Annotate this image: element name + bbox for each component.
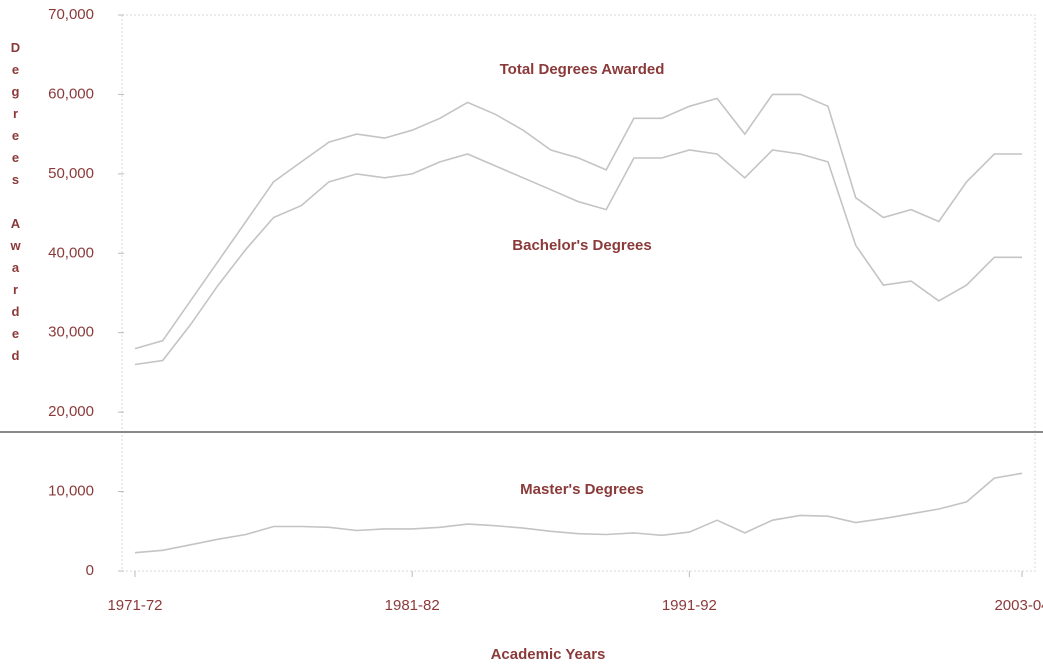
series-line (134, 93, 1022, 350)
x-axis-title: Academic Years (491, 646, 606, 663)
y-tick-label: 20,000 (48, 403, 94, 420)
series-line (134, 149, 1022, 366)
x-tick-label: 1981-82 (385, 597, 440, 614)
y-axis-title: Degrees Awarded (8, 40, 23, 370)
x-tick-label: 1971-72 (107, 597, 162, 614)
series-label: Bachelor's Degrees (512, 237, 651, 254)
plot-frame (121, 14, 1036, 572)
series-label: Total Degrees Awarded (500, 61, 665, 78)
y-tick-label: 30,000 (48, 324, 94, 341)
y-tick-label: 10,000 (48, 483, 94, 500)
series-line (134, 472, 1023, 554)
y-tick-label: 50,000 (48, 165, 94, 182)
x-tick-label: 1991-92 (662, 597, 717, 614)
y-tick-label: 40,000 (48, 244, 94, 261)
y-tick-label: 60,000 (48, 85, 94, 102)
series-label: Master's Degrees (520, 481, 644, 498)
x-tick-label: 2003-04 (994, 597, 1043, 614)
y-tick-label: 70,000 (48, 6, 94, 23)
y-tick-label: 0 (86, 562, 94, 579)
